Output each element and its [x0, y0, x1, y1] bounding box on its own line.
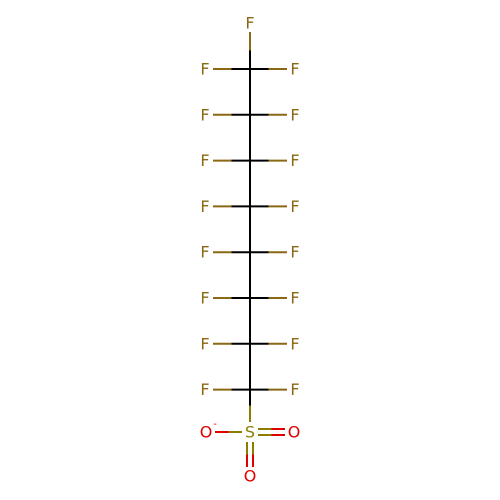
- atom-oxygen-left: O: [200, 423, 213, 442]
- atom-fluorine-left-1-background: [198, 60, 212, 78]
- atom-oxygen-bottom: O: [244, 467, 257, 486]
- atom-layer: FF FF FF FF FF FF FF FF FSO OO-: [198, 14, 302, 486]
- atom-sulfur-background: [243, 423, 257, 441]
- atom-fluorine-left-3: F: [200, 151, 209, 170]
- atom-fluorine-right-1: F: [290, 60, 299, 79]
- atom-fluorine-left-8-background: [198, 380, 212, 399]
- atom-sulfur: S: [245, 423, 255, 442]
- atom-fluorine-right-7-background: [288, 334, 302, 353]
- atom-fluorine-right-7: F: [290, 334, 299, 353]
- atom-oxygen-left-background: [199, 423, 213, 441]
- atom-fluorine-right-2: F: [290, 105, 299, 124]
- atom-fluorine-left-7-background: [198, 334, 212, 353]
- atom-oxygen-right: O: [288, 423, 301, 442]
- atom-fluorine-right-8: F: [290, 380, 299, 399]
- atom-fluorine-left-2: F: [200, 105, 209, 124]
- atom-oxygen-right-background: [287, 423, 301, 441]
- atom-fluorine-left-5-background: [198, 243, 212, 262]
- atom-fluorine-right-5: F: [290, 243, 299, 262]
- atom-fluorine-right-4: F: [290, 197, 299, 216]
- atom-fluorine-right-2-background: [288, 105, 302, 124]
- atom-fluorine-left-1: F: [200, 60, 209, 79]
- atom-fluorine-right-6-background: [288, 289, 302, 307]
- atom-oxygen-bottom-background: [243, 467, 257, 485]
- negative-charge-label: -: [213, 419, 217, 430]
- atom-fluorine-left-5: F: [200, 243, 209, 262]
- atom-fluorine-left-7: F: [200, 334, 209, 353]
- atom-fluorine-right-3: F: [290, 151, 299, 170]
- atom-fluorine-right-3-background: [288, 151, 302, 170]
- atom-fluorine-top-background: [243, 14, 257, 32]
- atom-fluorine-right-4-background: [288, 197, 302, 216]
- atom-fluorine-right-8-background: [288, 380, 302, 399]
- atom-fluorine-left-6-background: [198, 289, 212, 307]
- atom-fluorine-right-6: F: [290, 289, 299, 308]
- bond-layer: [213, 32, 287, 467]
- atom-fluorine-top: F: [245, 14, 254, 33]
- atom-fluorine-right-5-background: [288, 243, 302, 262]
- atom-fluorine-left-6: F: [200, 289, 209, 308]
- atom-fluorine-left-8: F: [200, 380, 209, 399]
- atom-fluorine-left-2-background: [198, 105, 212, 124]
- atom-fluorine-right-1-background: [288, 60, 302, 78]
- atom-fluorine-left-4: F: [200, 197, 209, 216]
- atom-fluorine-left-3-background: [198, 151, 212, 170]
- atom-fluorine-left-4-background: [198, 197, 212, 216]
